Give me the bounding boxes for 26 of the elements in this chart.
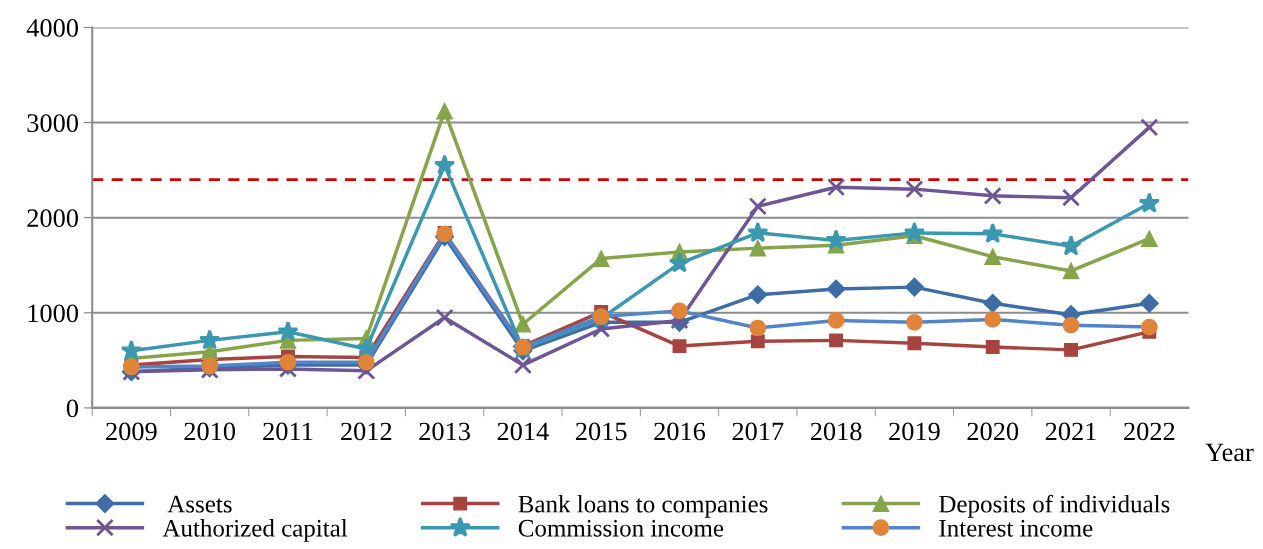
x-tick-label: 2017 — [732, 422, 784, 441]
y-tick-label: 2000 — [27, 209, 78, 228]
x-tick-label: 2022 — [1124, 422, 1175, 441]
legend-label: Bank loans to companies — [518, 495, 768, 518]
x-tick-label: 2012 — [341, 422, 392, 441]
legend-label: Assets — [167, 495, 232, 513]
y-tick-label: 3000 — [27, 114, 78, 132]
x-tick-label: 2018 — [810, 422, 862, 441]
x-tick-label: 2014 — [497, 422, 549, 441]
x-tick-label: 2010 — [184, 422, 236, 441]
x-tick-label: 2021 — [1045, 422, 1096, 441]
x-axis-title: Year — [1205, 443, 1254, 462]
x-tick-label: 2009 — [106, 422, 157, 441]
x-tick-label: 2015 — [575, 422, 627, 441]
x-tick-label: 2016 — [654, 422, 706, 441]
x-tick-label: 2019 — [889, 422, 940, 441]
y-tick-label: 4000 — [26, 19, 78, 37]
x-tick-label: 2013 — [419, 422, 470, 441]
legend-label: Interest income — [939, 519, 1093, 537]
legend-label: Deposits of individuals — [939, 494, 1170, 518]
legend-label: Authorized capital — [162, 519, 348, 542]
x-tick-label: 2011 — [263, 422, 313, 441]
y-tick-label: 0 — [66, 399, 78, 418]
legend-label: Commission income — [518, 519, 724, 537]
x-tick-label: 2020 — [967, 422, 1019, 441]
y-tick-label: 1000 — [28, 304, 78, 323]
